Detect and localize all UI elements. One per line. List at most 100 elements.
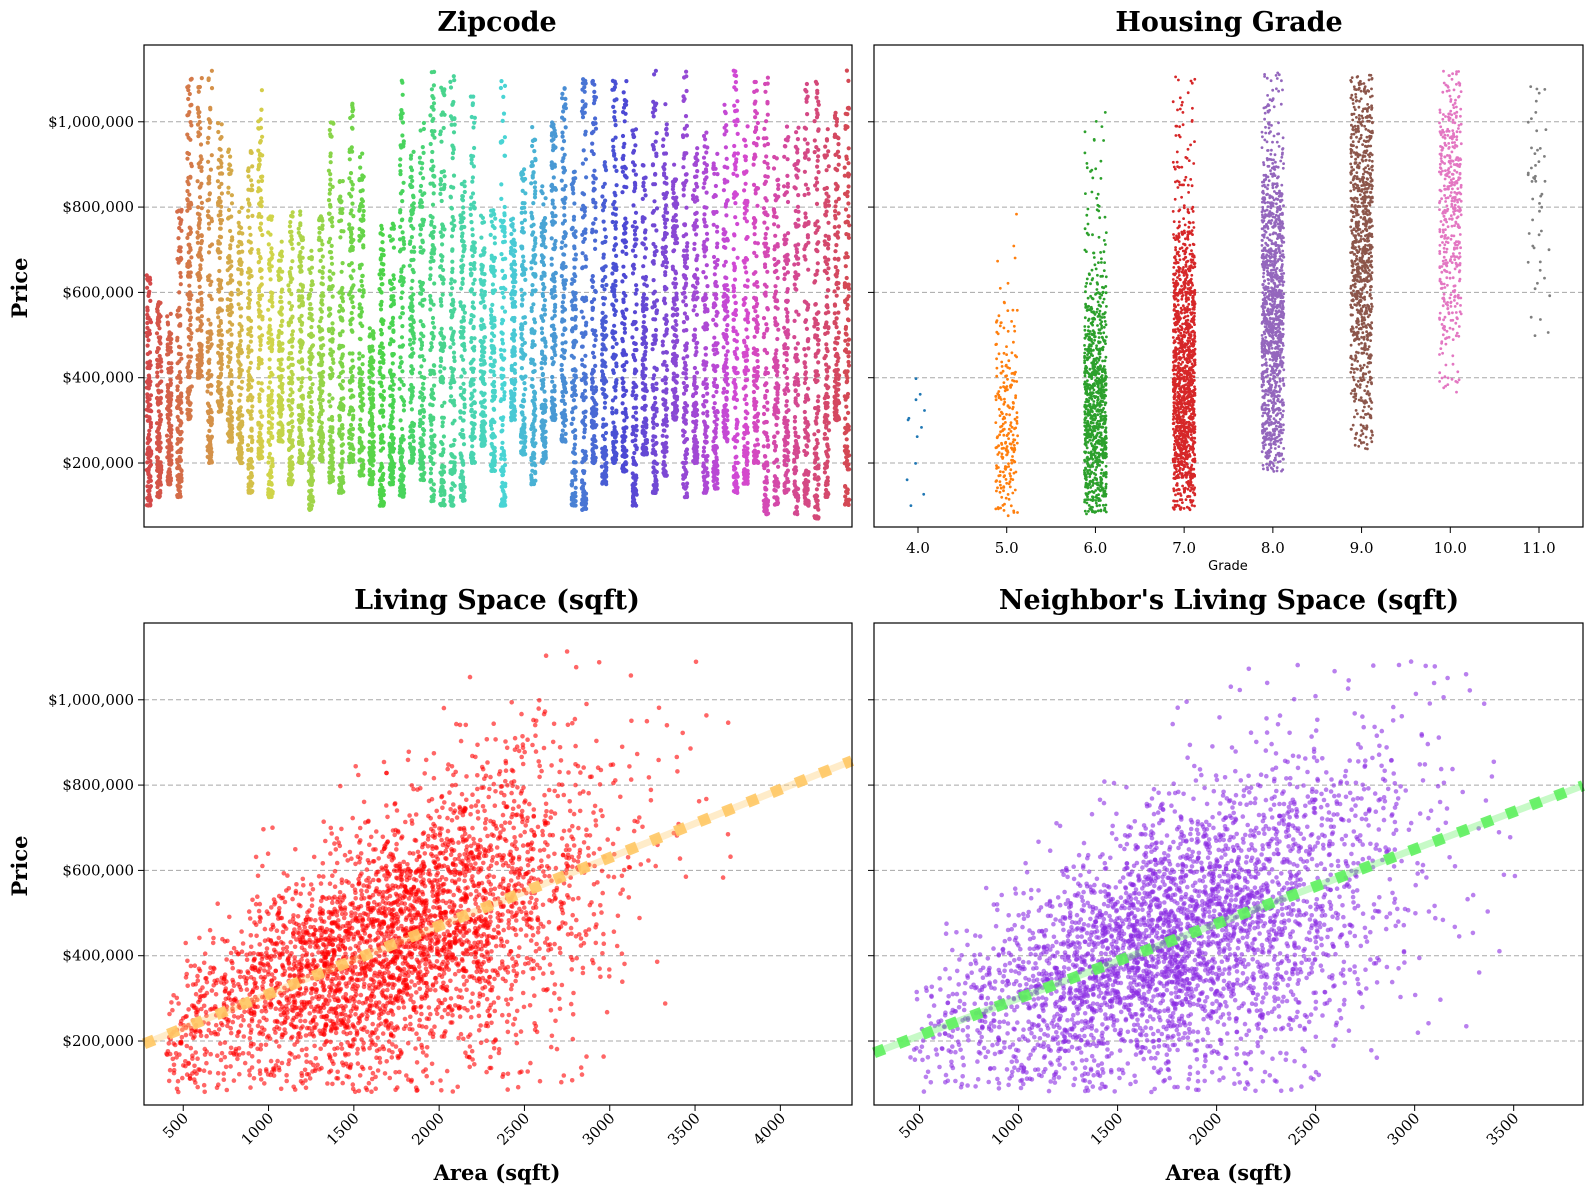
zipcode-point: [249, 183, 255, 188]
zipcode-point: [397, 377, 402, 382]
zipcode-point: [290, 210, 295, 215]
zipcode-point: [408, 175, 413, 180]
zipcode-point: [491, 211, 496, 216]
zipcode-point: [169, 369, 174, 374]
zipcode-point: [391, 328, 396, 333]
zipcode-point: [148, 424, 153, 430]
zipcode-point: [187, 192, 192, 197]
zipcode-point: [270, 462, 275, 467]
zipcode-point: [307, 375, 312, 380]
zipcode-point: [186, 354, 191, 359]
zipcode-point: [330, 294, 335, 299]
zipcode-point: [480, 215, 485, 220]
zipcode-point: [290, 246, 295, 251]
zipcode-point: [216, 409, 222, 414]
zipcode-point: [216, 129, 221, 135]
zipcode-point: [197, 132, 203, 137]
zipcode-point: [441, 91, 446, 96]
zipcode-point: [349, 328, 354, 333]
zipcode-point: [428, 372, 433, 377]
zipcode-point: [309, 248, 314, 253]
zipcode-point: [287, 421, 292, 426]
zipcode-point: [327, 191, 332, 196]
zipcode-point: [269, 489, 274, 494]
zipcode-point: [245, 443, 251, 448]
zipcode-point: [462, 402, 467, 407]
zipcode-point: [409, 323, 414, 328]
zipcode-point: [439, 198, 444, 204]
zipcode-point: [165, 393, 171, 398]
zipcode-point: [198, 266, 203, 271]
zipcode-point: [287, 477, 292, 482]
zipcode-point: [209, 331, 214, 336]
zipcode-point: [398, 157, 403, 162]
zipcode-point: [469, 313, 474, 318]
zipcode-point: [327, 275, 332, 280]
zipcode-point: [228, 163, 233, 168]
zipcode-point: [398, 169, 403, 174]
zipcode-point: [468, 267, 473, 272]
zipcode-point: [256, 260, 261, 265]
zipcode-point: [208, 321, 213, 326]
zipcode-point: [491, 369, 496, 374]
zipcode-point: [228, 228, 233, 234]
zipcode-point: [459, 286, 464, 291]
zipcode-point: [448, 345, 453, 350]
zipcode-point: [360, 228, 365, 233]
zipcode-point: [399, 481, 404, 486]
zipcode-point: [492, 235, 497, 240]
zipcode-point: [278, 295, 283, 300]
zipcode-point: [319, 238, 324, 243]
zipcode-point: [429, 494, 434, 499]
zipcode-point: [147, 488, 152, 493]
zipcode-point: [500, 268, 505, 273]
zipcode-point: [147, 485, 153, 490]
zipcode-point: [287, 437, 292, 442]
zipcode-point: [340, 450, 345, 455]
zipcode-point: [490, 282, 495, 287]
zipcode-point: [428, 266, 433, 271]
zipcode-point: [421, 381, 426, 386]
zipcode-point: [199, 200, 204, 205]
zipcode-point: [298, 327, 303, 332]
zipcode-point: [458, 486, 463, 491]
zipcode-point: [237, 209, 242, 214]
zipcode-point: [230, 235, 235, 240]
zipcode-point: [319, 346, 324, 351]
zipcode-point: [428, 458, 433, 464]
zipcode-point: [490, 325, 495, 330]
zipcode-point: [400, 305, 405, 310]
zipcode-point: [168, 377, 173, 382]
zipcode-point: [340, 296, 345, 301]
zipcode-point: [350, 316, 355, 321]
zipcode-point: [267, 325, 272, 330]
zipcode-point: [199, 241, 204, 246]
zipcode-point: [400, 344, 405, 349]
zipcode-point: [523, 445, 528, 450]
zipcode-point: [410, 178, 415, 183]
zipcode-point: [337, 415, 342, 420]
zipcode-point: [279, 433, 284, 438]
zipcode-point: [440, 420, 445, 425]
zipcode-point: [511, 345, 516, 350]
zipcode-point: [451, 145, 456, 150]
zipcode-point: [280, 423, 285, 428]
zipcode-point: [296, 288, 301, 293]
zipcode-point: [377, 351, 382, 356]
zipcode-point: [401, 239, 406, 244]
zipcode-point: [329, 255, 334, 260]
zipcode-point: [458, 220, 463, 225]
zipcode-point: [451, 329, 456, 334]
zipcode-point: [379, 261, 384, 266]
zipcode-point: [337, 179, 342, 184]
zipcode-point: [511, 331, 517, 337]
zipcode-point: [360, 199, 365, 204]
zipcode-point: [158, 490, 163, 496]
zipcode-point: [188, 337, 193, 342]
zipcode-point: [320, 254, 325, 259]
zipcode-point: [240, 413, 245, 418]
zipcode-point: [391, 461, 396, 466]
zipcode-point: [422, 358, 427, 363]
zipcode-point: [409, 249, 414, 254]
zipcode-point: [357, 356, 362, 361]
